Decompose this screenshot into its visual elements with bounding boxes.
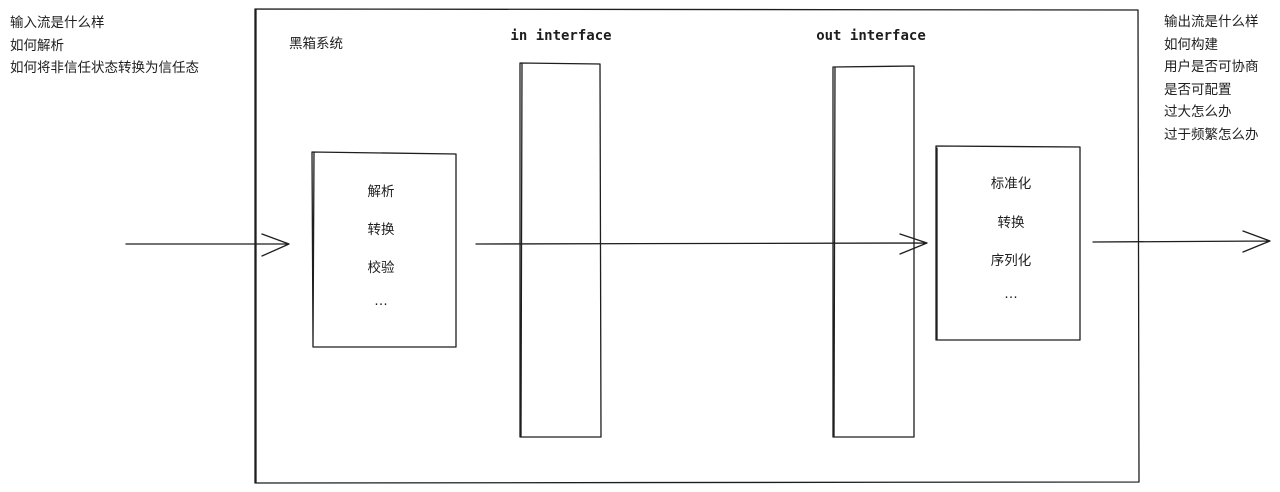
parse-box-item: 转换 [367, 222, 395, 238]
parse-box-item: … [374, 293, 388, 309]
black-box-title: 黑箱系统 [289, 36, 343, 52]
serialize-box-item: 标准化 [990, 176, 1032, 192]
in-interface-label: in interface [510, 28, 612, 44]
output-note-line: 用户是否可协商 [1164, 59, 1259, 75]
output-note-line: 过于频繁怎么办 [1164, 126, 1259, 143]
out-interface-label: out interface [816, 28, 926, 44]
input-note-line: 输入流是什么样 [10, 15, 105, 31]
output-note-line: 输出流是什么样 [1164, 14, 1259, 30]
out-interface-bar [832, 65, 915, 438]
serialize-box-item: 序列化 [990, 253, 1032, 269]
in-interface-bar [519, 62, 602, 438]
output-arrow [1092, 230, 1271, 253]
input-note-line: 如何解析 [10, 37, 64, 54]
serialize-box-item: 转换 [997, 215, 1025, 231]
parse-box-item: 解析 [367, 184, 395, 200]
parse-box-item: 校验 [367, 260, 395, 276]
input-note-line: 如何将非信任状态转换为信任态 [10, 60, 199, 76]
output-note-line: 是否可配置 [1164, 81, 1232, 98]
output-note-line: 如何构建 [1164, 36, 1218, 53]
input-arrow [125, 233, 290, 257]
input-notes: 输入流是什么样 如何解析 如何将非信任状态转换为信任态 [10, 12, 199, 80]
parse-box-frame [311, 151, 457, 348]
serialize-box-item: … [1004, 286, 1018, 302]
output-note-line: 过大怎么办 [1164, 104, 1232, 120]
output-notes: 输出流是什么样 如何构建 用户是否可协商 是否可配置 过大怎么办 过于频繁怎么办 [1164, 11, 1259, 146]
serialize-box-frame [935, 145, 1081, 341]
process-arrow [475, 233, 928, 255]
black-box-frame [254, 8, 1140, 484]
